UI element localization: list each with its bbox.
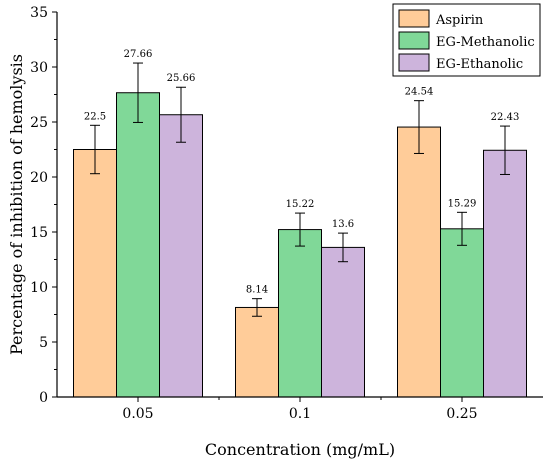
y-tick-label: 35: [30, 5, 48, 21]
data-label: 22.43: [491, 112, 520, 123]
x-tick-label: 0.25: [446, 406, 477, 422]
data-label: 24.54: [405, 87, 434, 98]
data-label: 15.29: [448, 198, 477, 209]
legend-label: Aspirin: [435, 13, 484, 28]
y-tick-label: 15: [30, 225, 48, 241]
data-label: 13.6: [332, 219, 354, 230]
data-label: 8.14: [246, 285, 268, 296]
bar-eg-methanolic-0: [116, 92, 160, 398]
data-label: 15.22: [286, 199, 315, 210]
y-tick-label: 0: [39, 390, 48, 406]
legend: Aspirin EG-Methanolic EG-Ethanolic: [392, 3, 541, 77]
y-tick-label: 25: [30, 115, 48, 131]
data-label: 27.66: [124, 49, 153, 60]
bars-layer: 22.5 27.66 25.66 8.14 15.22 13.6 24.54 15.29 22.…: [73, 49, 527, 398]
x-tick-label: 0.1: [289, 406, 311, 422]
bar-eg-ethanolic-0: [159, 114, 203, 398]
legend-swatch: [398, 9, 430, 28]
bar-eg-ethanolic-2: [483, 149, 527, 398]
y-tick-label: 20: [30, 170, 48, 186]
data-label: 22.5: [84, 111, 106, 122]
y-axis-title: Percentage of inhibition of hemolysis: [7, 54, 26, 355]
bar-eg-methanolic-2: [440, 228, 484, 398]
bar-eg-methanolic-1: [278, 229, 322, 398]
legend-label: EG-Ethanolic: [436, 57, 523, 72]
ticks-layer: 0 5 10 15 20 25 30 35 0.05 0.1 0.25: [30, 5, 477, 422]
x-axis-title: Concentration (mg/mL): [205, 440, 395, 459]
bar-aspirin-1: [235, 306, 279, 398]
bar-aspirin-2: [397, 126, 441, 398]
legend-swatch: [398, 53, 430, 72]
legend-label: EG-Methanolic: [436, 35, 535, 50]
y-tick-label: 30: [30, 60, 48, 76]
x-tick-label: 0.05: [122, 406, 153, 422]
legend-swatch: [398, 31, 430, 50]
y-tick-label: 10: [30, 280, 48, 296]
data-label: 25.66: [167, 73, 196, 84]
bar-eg-ethanolic-1: [321, 246, 365, 398]
bar-aspirin-0: [73, 149, 117, 398]
y-tick-label: 5: [39, 335, 48, 351]
